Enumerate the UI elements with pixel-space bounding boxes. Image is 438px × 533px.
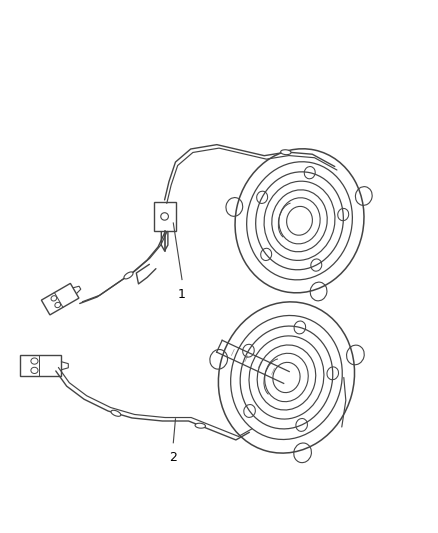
Text: 1: 1	[178, 288, 186, 301]
Ellipse shape	[124, 272, 133, 279]
Ellipse shape	[195, 423, 205, 428]
Ellipse shape	[111, 410, 121, 416]
Ellipse shape	[281, 150, 291, 155]
Text: 2: 2	[170, 450, 177, 464]
